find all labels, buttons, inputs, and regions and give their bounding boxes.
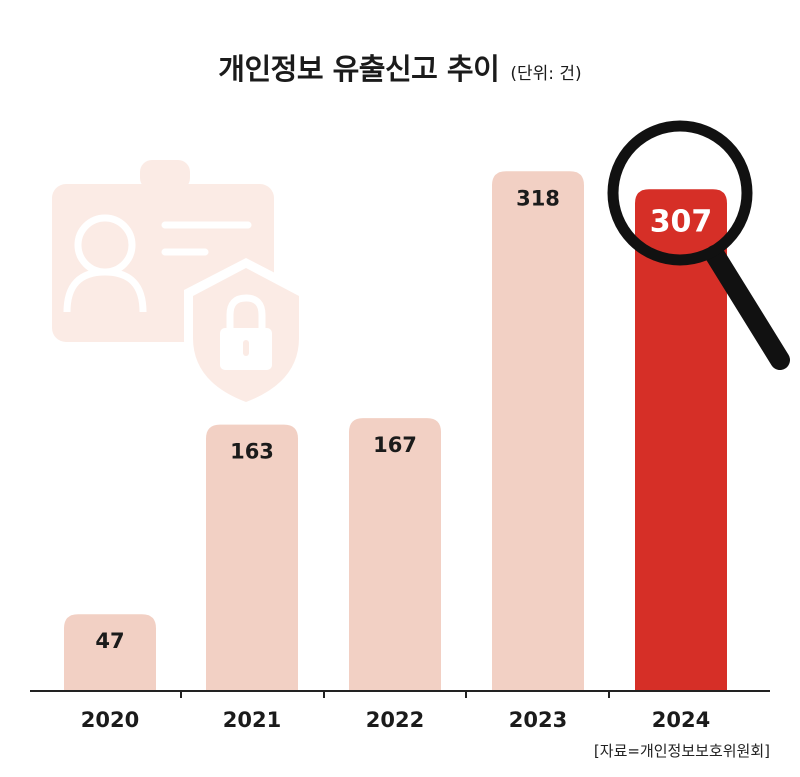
magnifying-glass-icon — [607, 120, 790, 370]
x-tick-label-2023: 2023 — [509, 708, 567, 732]
source-note: [자료=개인정보보호위원회] — [593, 742, 770, 760]
shield-lock-icon — [184, 258, 308, 412]
unit-label: (단위: 건) — [510, 64, 582, 84]
value-label-2023: 318 — [516, 186, 560, 210]
bar-2022 — [349, 418, 441, 691]
x-tick-label-2022: 2022 — [366, 708, 424, 732]
value-label-2022: 167 — [373, 433, 417, 457]
chart-title: 개인정보 유출신고 추이 — [218, 52, 500, 86]
value-labels: 47 163 167 318 307 — [95, 186, 712, 653]
x-tick-labels: 2020 2021 2022 2023 2024 — [81, 708, 710, 732]
x-tick-label-2024: 2024 — [652, 708, 710, 732]
x-tick-label-2021: 2021 — [223, 708, 281, 732]
bar-2020 — [64, 614, 156, 691]
x-ticks — [180, 691, 610, 698]
bar-2021 — [206, 424, 298, 691]
bars — [64, 171, 727, 692]
bar-2024 — [635, 189, 727, 691]
value-label-2020: 47 — [95, 629, 124, 653]
value-label-2024: 307 — [650, 204, 713, 239]
x-tick-label-2020: 2020 — [81, 708, 139, 732]
background-illustration — [52, 160, 308, 412]
title-row: 개인정보 유출신고 추이 (단위: 건) — [0, 46, 800, 88]
bar-2023 — [492, 171, 584, 692]
value-label-2021: 163 — [230, 440, 274, 464]
